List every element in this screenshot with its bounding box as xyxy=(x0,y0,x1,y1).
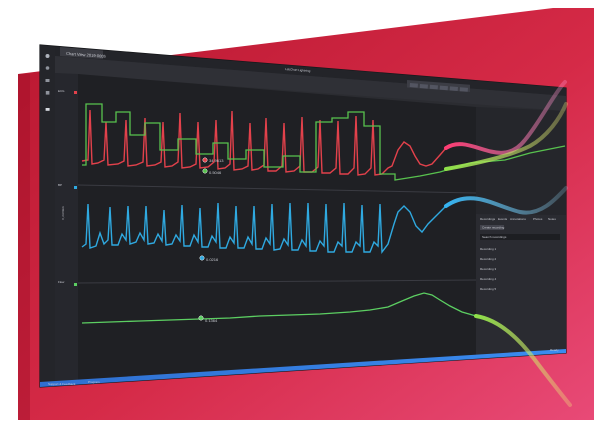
recording-item-4[interactable]: Recording 4 xyxy=(480,277,497,281)
channel-1-label: ECG xyxy=(58,89,65,93)
right-tab-3[interactable]: Annotations xyxy=(510,217,526,221)
channel-3-label: Flow xyxy=(58,280,65,284)
toolbar-button-4[interactable] xyxy=(439,85,448,91)
bp-trail xyxy=(444,186,568,215)
back-icon[interactable] xyxy=(45,54,50,58)
bp-cursor-point[interactable] xyxy=(199,255,205,261)
ecg-trail xyxy=(444,80,567,155)
channel-1-color-chip xyxy=(74,91,77,94)
channel-separator-2 xyxy=(77,279,477,284)
toolbar-button-1[interactable] xyxy=(409,83,418,88)
recording-item-1[interactable]: Recording 1 xyxy=(480,247,497,251)
recording-item-2[interactable]: Recording 2 xyxy=(480,257,497,261)
bp-readout: 0.0216 xyxy=(206,257,219,262)
toolbar-button-3[interactable] xyxy=(429,84,438,90)
toolbar-button-5[interactable] xyxy=(449,86,458,92)
chart-panel xyxy=(78,74,476,382)
toolbar xyxy=(55,56,566,111)
flow-trail xyxy=(474,314,572,407)
channel-3-color-chip xyxy=(74,283,77,286)
channel-2-label: BP xyxy=(58,183,62,187)
ecg-readout-2: 0.5046 xyxy=(209,170,222,175)
right-tab-5[interactable]: Notes xyxy=(548,217,556,221)
right-tab-2[interactable]: Events xyxy=(498,217,508,221)
toolbar-button-6[interactable] xyxy=(459,87,468,92)
flow-trace xyxy=(81,292,477,324)
channel-separator-1 xyxy=(77,184,477,194)
left-rail-vertical-label: V, mV/mm xyxy=(61,206,65,220)
flow-cursor-point[interactable] xyxy=(198,315,204,321)
search-recordings-input[interactable] xyxy=(480,234,560,240)
ecg-readout-1: 34.9613 xyxy=(209,158,224,163)
ecg-cursor-point-1[interactable] xyxy=(202,157,208,163)
right-tabs: Recordings Events Annotations Photos Not… xyxy=(480,217,556,221)
ecg-overlay-trace xyxy=(82,103,566,181)
create-recording-label: Create recording xyxy=(482,226,505,230)
bp-trace xyxy=(81,202,447,254)
settings-icon[interactable] xyxy=(45,91,50,95)
right-tab-4[interactable]: Photos xyxy=(533,217,543,221)
search-recordings-placeholder: Search recordings xyxy=(482,235,507,239)
right-tab-1[interactable]: Recordings xyxy=(480,217,496,221)
recordings-list: Recording 1 Recording 2 Recording 3 Reco… xyxy=(480,247,497,291)
recording-item-5[interactable]: Recording 5 xyxy=(480,287,497,291)
footer-program-label[interactable]: Program xyxy=(88,380,100,384)
ecg-trace xyxy=(81,109,447,176)
ecg-cursor-point-2[interactable] xyxy=(202,168,208,174)
toolbar-button-2[interactable] xyxy=(419,84,428,89)
recording-item-3[interactable]: Recording 3 xyxy=(480,267,497,271)
footer-support-label[interactable]: Support & Feedback xyxy=(48,382,76,386)
background-shadow xyxy=(18,74,30,420)
home-icon[interactable] xyxy=(45,66,50,70)
flow-readout: 0.1364 xyxy=(205,318,218,323)
record-icon[interactable] xyxy=(45,108,50,111)
channel-2-color-chip xyxy=(74,186,77,189)
footer-status: Ready xyxy=(550,348,559,352)
chart-icon[interactable] xyxy=(45,79,50,82)
footer-bar xyxy=(40,349,566,387)
channel-label-column xyxy=(55,73,78,385)
active-tab[interactable] xyxy=(60,47,103,59)
green-trail xyxy=(444,102,568,171)
tab-title: Chart View 2019-0005 xyxy=(66,51,107,59)
left-rail xyxy=(40,45,55,387)
window-center-title: LabChart Lightning xyxy=(285,67,311,73)
create-recording-button[interactable] xyxy=(480,225,504,230)
